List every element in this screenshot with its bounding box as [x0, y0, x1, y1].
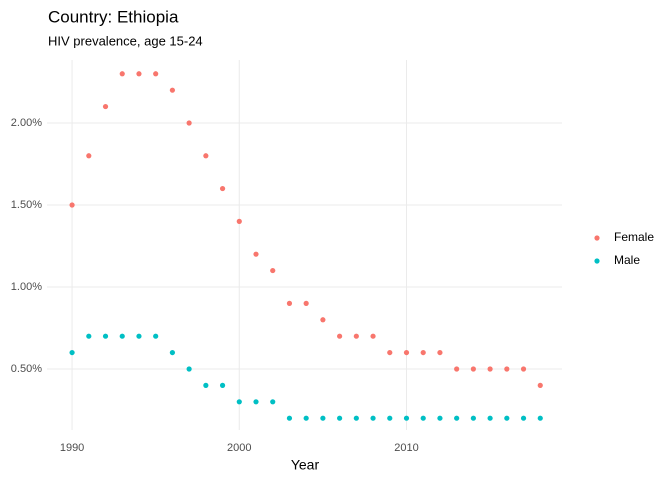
point: [370, 415, 376, 421]
point: [537, 415, 543, 421]
point: [303, 300, 309, 306]
legend-marker: [594, 235, 600, 241]
point: [136, 333, 142, 339]
x-axis-label: Year: [291, 457, 320, 473]
x-tick-label: 1990: [60, 442, 84, 454]
point: [253, 251, 259, 257]
point: [169, 87, 176, 93]
point: [119, 71, 125, 77]
point: [320, 317, 326, 323]
legend-marker: [594, 258, 600, 264]
point: [454, 415, 460, 421]
point: [270, 399, 276, 405]
point: [320, 415, 326, 421]
point: [504, 415, 510, 421]
point: [370, 333, 376, 339]
point: [203, 382, 209, 388]
point: [102, 103, 109, 110]
point: [437, 349, 443, 356]
point: [337, 415, 343, 421]
point: [537, 382, 543, 388]
point: [253, 399, 259, 405]
x-tick-label: 2010: [394, 442, 418, 454]
point: [270, 267, 276, 274]
legend-label: Female: [614, 230, 654, 244]
point: [86, 333, 92, 339]
point: [203, 153, 209, 159]
point: [387, 415, 393, 421]
point: [153, 333, 159, 339]
point: [420, 349, 426, 356]
point: [236, 399, 242, 405]
point: [337, 333, 343, 339]
point: [403, 349, 410, 356]
point: [470, 366, 476, 372]
chart-subtitle: HIV prevalence, age 15-24: [48, 33, 203, 48]
chart-title: Country: Ethiopia: [48, 7, 179, 26]
point: [86, 153, 92, 159]
point: [136, 71, 142, 77]
point: [520, 366, 527, 372]
point: [186, 120, 192, 126]
point: [353, 333, 359, 339]
point: [286, 415, 293, 421]
point: [403, 415, 410, 421]
point: [470, 415, 476, 421]
point: [454, 366, 460, 372]
y-tick-label: 0.50%: [11, 363, 42, 375]
point: [219, 382, 226, 388]
point: [303, 415, 309, 421]
point: [353, 415, 359, 421]
point: [186, 366, 192, 372]
y-tick-label: 2.00%: [11, 117, 42, 129]
y-tick-label: 1.50%: [11, 199, 42, 211]
point: [169, 349, 176, 356]
point: [69, 349, 75, 356]
point: [504, 366, 510, 372]
point: [487, 366, 493, 372]
x-tick-label: 2000: [227, 442, 251, 454]
point: [119, 333, 125, 339]
point: [286, 300, 293, 306]
point: [387, 349, 393, 356]
point: [420, 415, 426, 421]
point: [69, 202, 75, 208]
point: [236, 218, 242, 224]
point: [437, 415, 443, 421]
point: [487, 415, 493, 421]
point: [219, 185, 226, 192]
point: [520, 415, 527, 421]
y-tick-label: 1.00%: [11, 281, 42, 293]
point: [153, 71, 159, 77]
legend-label: Male: [614, 253, 640, 267]
point: [102, 333, 109, 339]
